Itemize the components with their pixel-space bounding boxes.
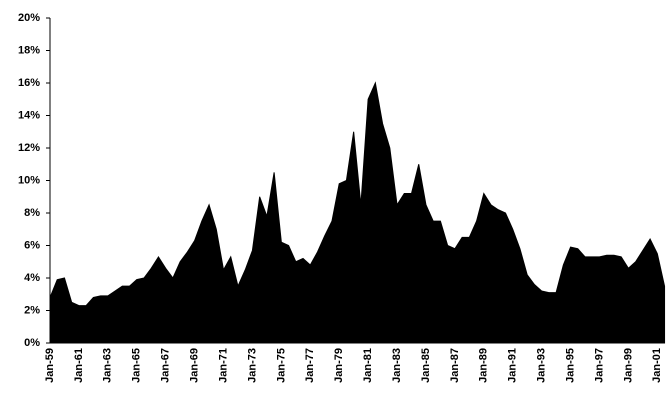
x-tick-label: Jan-97 [593,348,605,383]
y-tick-label: 6% [24,239,40,251]
x-tick-label: Jan-95 [564,348,576,383]
y-tick-label: 4% [24,272,40,284]
x-tick-label: Jan-91 [507,348,519,383]
x-tick-label: Jan-61 [73,348,85,383]
x-tick-label: Jan-01 [651,348,663,383]
x-tick-label: Jan-67 [160,348,172,383]
y-tick-label: 18% [18,44,40,56]
y-tick-label: 2% [24,304,40,316]
x-tick-label: Jan-77 [304,348,316,383]
x-tick-label: Jan-87 [449,348,461,383]
y-tick-label: 14% [18,109,40,121]
x-tick-label: Jan-99 [622,348,634,383]
y-tick-label: 0% [24,337,40,349]
x-tick-label: Jan-89 [478,348,490,383]
x-tick-label: Jan-73 [246,348,258,383]
area [49,81,666,344]
y-tick-label: 10% [18,174,40,186]
x-tick-label: Jan-75 [275,348,287,383]
y-tick-label: 16% [18,77,40,89]
x-tick-label: Jan-79 [333,348,345,383]
x-tick-label: Jan-85 [420,348,432,383]
y-tick-label: 8% [24,207,40,219]
x-tick-label: Jan-69 [189,348,201,383]
x-tick-label: Jan-71 [217,348,229,383]
x-tick-label: Jan-59 [44,348,56,383]
x-tick-label: Jan-65 [131,348,143,383]
y-tick-label: 20% [18,12,40,24]
y-tick-label: 12% [18,142,40,154]
x-tick-label: Jan-63 [102,348,114,383]
x-tick-label: Jan-83 [391,348,403,383]
x-tick-label: Jan-93 [536,348,548,383]
x-tick-label: Jan-81 [362,348,374,383]
